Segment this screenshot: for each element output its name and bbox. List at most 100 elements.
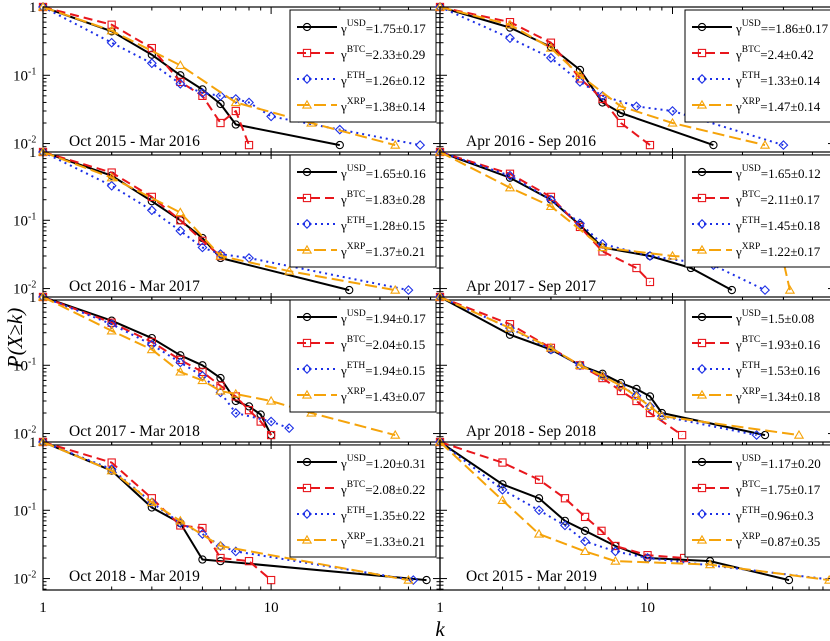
data-point-btc xyxy=(198,523,207,533)
data-point-xrp xyxy=(403,574,414,584)
legend: γUSD=1.20±0.31γBTC=2.08±0.22γETH=1.35±0.… xyxy=(289,444,437,558)
data-point-usd xyxy=(216,373,225,383)
data-point-xrp xyxy=(597,242,608,252)
gamma-symbol: γ xyxy=(340,166,347,181)
legend-marker xyxy=(696,534,708,544)
data-point-xrp xyxy=(106,325,117,335)
legend-marker xyxy=(302,483,312,493)
tick-base: 10 xyxy=(13,282,28,298)
data-point-btc xyxy=(677,430,687,440)
tick-base: 10 xyxy=(13,572,28,588)
series-line-xrp xyxy=(42,151,396,292)
data-point-xrp xyxy=(631,391,642,401)
legend-box xyxy=(289,154,437,268)
data-point-btc xyxy=(216,553,225,563)
data-point-eth xyxy=(545,194,556,205)
legend-marker xyxy=(302,167,312,177)
series-line-btc xyxy=(439,151,651,283)
data-point-eth xyxy=(505,170,515,181)
gamma-superscript: XRP xyxy=(347,97,365,107)
gamma-superscript: USD xyxy=(742,454,761,464)
legend-marker xyxy=(302,74,312,84)
data-point-btc xyxy=(598,94,607,104)
legend-marker xyxy=(301,99,313,109)
gamma-superscript: XRP xyxy=(742,97,760,107)
gamma-superscript: XRP xyxy=(347,532,365,542)
data-point-xrp xyxy=(230,388,241,398)
series-btc xyxy=(38,147,225,261)
data-point-usd xyxy=(345,285,354,295)
data-point-eth xyxy=(175,78,186,89)
legend-box xyxy=(289,444,437,558)
tick-base: 1 xyxy=(29,435,37,451)
legend-label: γUSD=1.94±0.17 xyxy=(340,309,426,326)
legend-marker xyxy=(301,534,313,544)
legend-entry-eth: γETH=1.35±0.22 xyxy=(297,506,425,523)
gamma-value: =1.34±0.18 xyxy=(760,389,820,404)
data-point-eth xyxy=(497,484,508,495)
x-tick-label: 1 xyxy=(436,600,444,616)
legend-entry-xrp: γXRP=1.33±0.21 xyxy=(297,532,425,549)
legend-marker xyxy=(697,167,707,177)
data-point-btc xyxy=(560,494,570,503)
gamma-superscript: USD xyxy=(742,19,761,29)
series-line-usd xyxy=(439,441,790,582)
gamma-value: =1.75±0.17 xyxy=(760,482,820,497)
gamma-symbol: γ xyxy=(735,456,742,471)
legend-marker xyxy=(301,244,313,254)
gamma-superscript: ETH xyxy=(742,361,761,371)
gamma-superscript: BTC xyxy=(347,45,365,55)
gamma-symbol: γ xyxy=(340,534,347,549)
data-point-usd xyxy=(580,526,590,535)
gamma-symbol: γ xyxy=(340,99,347,114)
y-tick-label: 10-1 xyxy=(13,356,36,374)
series-line-xrp xyxy=(439,6,766,147)
series-line-usd xyxy=(439,151,733,291)
legend-entry-xrp: γXRP=1.37±0.21 xyxy=(297,242,425,259)
legend-marker xyxy=(302,338,312,348)
gamma-value: =1.53±0.16 xyxy=(760,363,820,378)
gamma-value: =1.26±0.12 xyxy=(365,73,425,88)
legend-entry-usd: γUSD=1.17±0.20 xyxy=(692,454,821,471)
legend-entry-eth: γETH=1.53±0.16 xyxy=(692,361,821,378)
tick-base: 1 xyxy=(29,0,37,16)
data-point-xrp xyxy=(504,322,516,332)
legend-label: γUSD=1.65±0.16 xyxy=(340,164,426,181)
gamma-value: =1.65±0.16 xyxy=(366,166,426,181)
data-point-xrp xyxy=(759,139,771,149)
gamma-superscript: ETH xyxy=(347,506,366,516)
gamma-symbol: γ xyxy=(340,508,347,523)
gamma-value: =1.22±0.17 xyxy=(760,244,820,259)
series-line-usd xyxy=(42,296,272,436)
data-point-xrp xyxy=(306,407,317,417)
legend-entry-btc: γBTC=1.75±0.17 xyxy=(692,480,821,497)
gamma-superscript: ETH xyxy=(742,216,761,226)
panel-caption: Oct 2016 - Mar 2017 xyxy=(69,278,200,295)
data-point-xrp xyxy=(533,528,545,538)
x-tick-label: 10 xyxy=(640,600,655,616)
series-line-xrp xyxy=(42,441,409,582)
legend-label: γXRP=1.22±0.17 xyxy=(735,242,821,259)
data-point-btc xyxy=(216,381,225,390)
legend-label: γETH=1.28±0.15 xyxy=(340,216,425,233)
gamma-superscript: USD xyxy=(347,309,366,319)
tick-base: 1 xyxy=(29,145,37,161)
chart-panel-4: γUSD=1.65±0.12γBTC=2.11±0.17γETH=1.45±0.… xyxy=(434,146,830,301)
gamma-value: =1.45±0.18 xyxy=(760,218,820,233)
legend-entry-btc: γBTC=2.4±0.42 xyxy=(692,45,814,62)
x-tick-labels: 1 10 1 10 xyxy=(39,600,655,616)
legend-entry-btc: γBTC=1.83±0.28 xyxy=(297,190,425,207)
data-point-xrp xyxy=(545,42,557,52)
legend-marker xyxy=(697,48,707,58)
legend-label: γBTC=1.83±0.28 xyxy=(340,190,425,207)
data-point-eth xyxy=(106,180,117,191)
gamma-value: =1.47±0.14 xyxy=(760,99,820,114)
legend-box xyxy=(684,154,830,268)
data-point-btc xyxy=(244,140,254,150)
gamma-superscript: USD xyxy=(347,164,366,174)
legend-label: γXRP=1.37±0.21 xyxy=(340,242,425,259)
data-point-usd xyxy=(727,285,736,295)
data-point-btc xyxy=(645,140,655,150)
series-line-eth xyxy=(439,6,784,147)
